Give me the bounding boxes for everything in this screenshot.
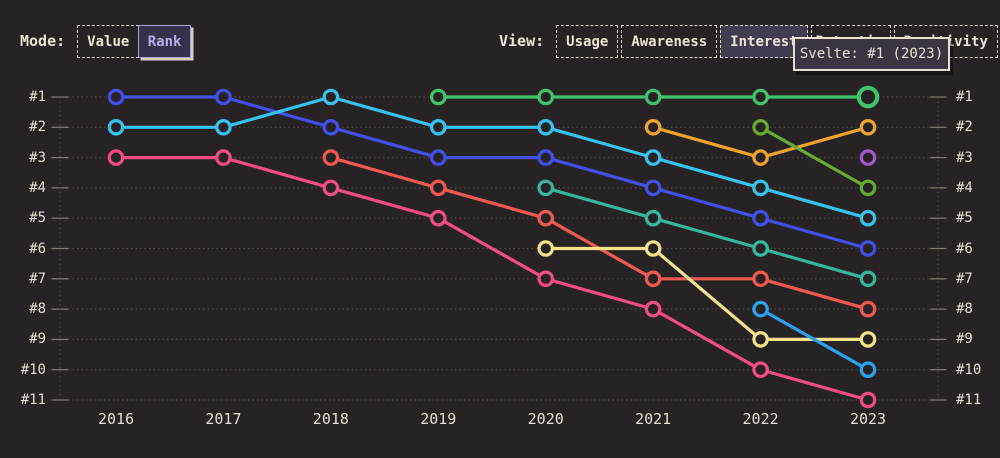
line-royal-blue: [114, 95, 870, 251]
mode-button-row: Value Rank: [77, 25, 192, 58]
line-bright-blue: [758, 307, 870, 372]
left-axis-label-#1: #1: [29, 89, 46, 105]
view-option-usage[interactable]: Usage: [556, 25, 619, 58]
point-pink-2017[interactable]: [215, 149, 232, 166]
mode-option-rank[interactable]: Rank: [137, 25, 192, 58]
left-axis-label-#2: #2: [29, 119, 46, 136]
point-pink-2020[interactable]: [537, 270, 555, 288]
point-light-green-2022[interactable]: [752, 119, 769, 136]
right-axis-label-#5: #5: [956, 210, 973, 227]
left-axis-label-#3: #3: [29, 149, 46, 166]
point-cyan-2023[interactable]: [859, 209, 877, 227]
point-bright-blue-2023[interactable]: [859, 361, 877, 378]
left-axis-label-#8: #8: [29, 301, 46, 318]
x-axis-label-2019: 2019: [420, 410, 457, 428]
point-pink-2021[interactable]: [644, 300, 662, 318]
point-coral-red-2019[interactable]: [429, 179, 447, 197]
point-green-2022[interactable]: [752, 88, 769, 106]
x-axis-label-2017: 2017: [205, 410, 242, 428]
chart-tooltip-text: Svelte: #1 (2023): [799, 46, 944, 62]
right-axis-label-#6: #6: [956, 240, 973, 257]
point-pink-2018[interactable]: [322, 179, 340, 197]
point-pink-2019[interactable]: [429, 209, 447, 227]
point-royal-blue-2021[interactable]: [644, 179, 662, 197]
point-green-2023-highlighted[interactable]: [856, 85, 880, 109]
point-purple-2023[interactable]: [859, 149, 877, 166]
point-royal-blue-2018[interactable]: [322, 119, 340, 136]
line-light-green: [758, 125, 870, 190]
point-cyan-2021[interactable]: [644, 149, 662, 166]
point-pink-2016[interactable]: [107, 149, 125, 166]
view-label: View:: [499, 32, 545, 50]
left-axis-label-#7: #7: [29, 270, 46, 287]
point-coral-red-2023[interactable]: [859, 300, 877, 318]
point-royal-blue-2019[interactable]: [429, 149, 447, 166]
point-coral-red-2018[interactable]: [322, 149, 340, 166]
point-orange-2021[interactable]: [644, 119, 662, 136]
point-cyan-2019[interactable]: [429, 119, 447, 136]
point-teal-2023[interactable]: [859, 270, 877, 288]
chart-tooltip: Svelte: #1 (2023): [793, 37, 950, 71]
point-light-green-2023[interactable]: [859, 179, 877, 197]
point-teal-2022[interactable]: [752, 240, 769, 257]
x-axis-label-2016: 2016: [97, 410, 135, 428]
point-orange-2023[interactable]: [859, 119, 877, 136]
line-cyan: [114, 95, 870, 220]
point-coral-red-2022[interactable]: [752, 270, 769, 288]
point-coral-red-2020[interactable]: [537, 209, 555, 227]
line-teal: [544, 186, 870, 281]
point-royal-blue-2016[interactable]: [107, 88, 125, 106]
left-axis-label-#6: #6: [29, 240, 46, 257]
left-axis-label-#5: #5: [29, 210, 46, 227]
right-axis-label-#7: #7: [956, 270, 973, 287]
point-cyan-2020[interactable]: [537, 119, 555, 136]
mode-label: Mode:: [20, 32, 66, 50]
point-cyan-2016[interactable]: [107, 119, 125, 136]
point-pink-2022[interactable]: [752, 361, 769, 378]
line-coral-red: [329, 156, 870, 311]
point-royal-blue-2023[interactable]: [859, 240, 877, 257]
point-royal-blue-2022[interactable]: [752, 209, 769, 227]
point-pale-yellow-2023[interactable]: [859, 331, 877, 348]
x-axis-label-2022: 2022: [742, 410, 779, 428]
point-teal-2020[interactable]: [537, 179, 555, 197]
right-axis-label-#8: #8: [956, 301, 973, 318]
point-green-2019[interactable]: [429, 88, 447, 106]
right-axis-label-#3: #3: [956, 149, 973, 166]
x-axis-label-2018: 2018: [312, 410, 349, 428]
point-pale-yellow-2021[interactable]: [644, 240, 662, 257]
right-axis-label-#11: #11: [956, 392, 982, 408]
left-axis-label-#4: #4: [29, 179, 46, 196]
mode-toggle-group: Mode: Value Rank: [20, 25, 192, 58]
point-pale-yellow-2022[interactable]: [752, 331, 769, 348]
left-axis-label-#10: #10: [20, 361, 46, 378]
x-axis-label-2021: 2021: [635, 410, 672, 428]
x-axis-label-2023: 2023: [849, 410, 887, 428]
point-coral-red-2021[interactable]: [644, 270, 662, 288]
point-green-2020[interactable]: [537, 88, 555, 106]
point-royal-blue-2020[interactable]: [537, 149, 555, 166]
right-axis-label-#4: #4: [956, 179, 973, 196]
view-option-awareness[interactable]: Awareness: [621, 25, 718, 58]
point-pale-yellow-2020[interactable]: [537, 240, 555, 257]
point-orange-2022[interactable]: [752, 149, 769, 166]
right-axis-label-#9: #9: [956, 331, 973, 348]
point-cyan-2017[interactable]: [215, 119, 232, 136]
line-pink: [114, 156, 870, 402]
left-axis-label-#11: #11: [20, 392, 46, 408]
x-axis-label-2020: 2020: [527, 410, 564, 428]
point-green-2021[interactable]: [644, 88, 662, 106]
right-axis-label-#1: #1: [956, 89, 973, 105]
point-bright-blue-2022[interactable]: [752, 300, 769, 318]
point-teal-2021[interactable]: [644, 209, 662, 227]
point-royal-blue-2017[interactable]: [215, 88, 232, 106]
left-axis-label-#9: #9: [29, 331, 46, 348]
point-cyan-2018[interactable]: [322, 88, 340, 106]
point-cyan-2022[interactable]: [752, 179, 769, 197]
right-axis-label-#10: #10: [956, 361, 982, 378]
point-pink-2023[interactable]: [859, 391, 877, 409]
right-axis-label-#2: #2: [956, 119, 973, 136]
